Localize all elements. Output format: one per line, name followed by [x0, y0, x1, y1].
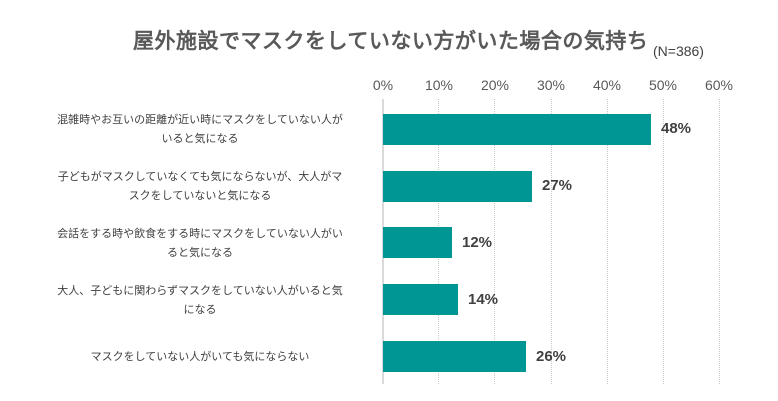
category-label: 会話をする時や飲食をする時にマスクをしていない人がい ると気になる: [57, 227, 343, 259]
x-tick-40: 40%: [592, 77, 622, 93]
x-tick-30: 30%: [536, 77, 566, 93]
chart-title: 屋外施設でマスクをしていない方がいた場合の気持ち: [133, 29, 649, 53]
value-label: 14%: [468, 291, 499, 308]
x-tick-0: 0%: [372, 77, 394, 93]
bar: [383, 227, 452, 258]
gridline: [607, 99, 608, 384]
bar: [383, 341, 526, 372]
category-label: 混雑時やお互いの距離が近い時にマスクをしていない人が いると気になる: [57, 113, 343, 145]
value-label: 27%: [542, 177, 573, 194]
gridline: [719, 99, 720, 384]
x-tick-20: 20%: [480, 77, 510, 93]
sample-size-label: (N=386): [653, 43, 704, 59]
x-tick-60: 60%: [704, 77, 734, 93]
bar: [383, 284, 458, 315]
value-label: 12%: [462, 234, 493, 251]
gridline: [494, 99, 495, 384]
value-label: 26%: [536, 348, 567, 365]
category-label: 子どもがマスクしていなくても気にならないが、大人がマ スクをしていないと気になる: [57, 170, 343, 202]
value-label: 48%: [661, 120, 692, 137]
gridline: [551, 99, 552, 384]
category-label: 大人、子どもに関わらずマスクをしていない人がいると気 になる: [57, 284, 343, 316]
bar: [383, 114, 651, 145]
gridline: [663, 99, 664, 384]
x-tick-10: 10%: [424, 77, 454, 93]
x-tick-50: 50%: [648, 77, 678, 93]
category-label: マスクをしていない人がいても気にならない: [90, 350, 310, 363]
bar: [383, 171, 532, 202]
